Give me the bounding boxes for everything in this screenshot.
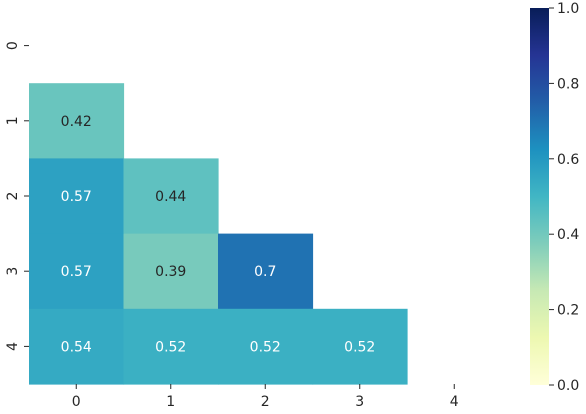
y-axis: 0 1 2 3 4 [5,41,29,351]
x-tick-label-2: 2 [261,394,270,410]
colorbar-tick-label-0.6: 0.6 [557,152,579,168]
x-axis: 0 1 2 3 4 [72,384,459,410]
cell-label-r3-c1: 0.39 [155,264,186,280]
x-tick-label-3: 3 [355,394,364,410]
heatmap-cell-r2-c1 [123,158,219,235]
heatmap-cell-labels: 0.42 0.57 0.44 0.57 0.39 0.7 0.54 0.52 0.52 0.52 [61,114,376,356]
colorbar-tick-label-1.0: 1.0 [557,1,579,17]
heatmap-cell-r3-c1 [123,233,219,310]
colorbar-tick-label-0.8: 0.8 [557,76,579,92]
y-tick-label-1: 1 [5,116,21,125]
cell-label-r3-c2: 0.7 [254,264,276,280]
cell-label-r4-c1: 0.52 [155,339,186,355]
heatmap-cells [29,83,408,385]
colorbar-tick-label-0.2: 0.2 [557,303,579,319]
y-tick-label-2: 2 [5,192,21,201]
heatmap-cell-r4-c1 [123,308,219,385]
cell-label-r4-c3: 0.52 [344,339,375,355]
heatmap-cell-r1-c0 [29,83,125,159]
y-tick-label-0: 0 [5,41,21,50]
cell-label-r2-c0: 0.57 [61,189,92,205]
heatmap-cell-r2-c0 [29,158,125,235]
heatmap-cell-r4-c0 [29,308,125,385]
x-tick-label-1: 1 [166,394,175,410]
x-tick-label-4: 4 [450,394,459,410]
cell-label-r3-c0: 0.57 [61,264,92,280]
y-tick-label-4: 4 [5,342,21,351]
cell-label-r4-c0: 0.54 [61,339,92,355]
colorbar-tick-label-0.0: 0.0 [557,378,579,394]
heatmap-cell-r3-c2 [218,233,314,310]
heatmap-cell-r3-c0 [29,233,125,310]
cell-label-r2-c1: 0.44 [155,189,186,205]
cell-label-r1-c0: 0.42 [61,114,92,130]
y-tick-label-3: 3 [5,267,21,276]
colorbar-tick-label-0.4: 0.4 [557,227,579,243]
x-tick-label-0: 0 [72,394,81,410]
colorbar [530,8,549,385]
heatmap-cell-r4-c2 [218,308,314,385]
cell-label-r4-c2: 0.52 [250,339,281,355]
heatmap-cell-r4-c3 [312,308,408,385]
colorbar-axis: 0.0 0.2 0.4 0.6 0.8 1.0 [549,1,579,394]
colorbar-gradient [530,8,549,385]
